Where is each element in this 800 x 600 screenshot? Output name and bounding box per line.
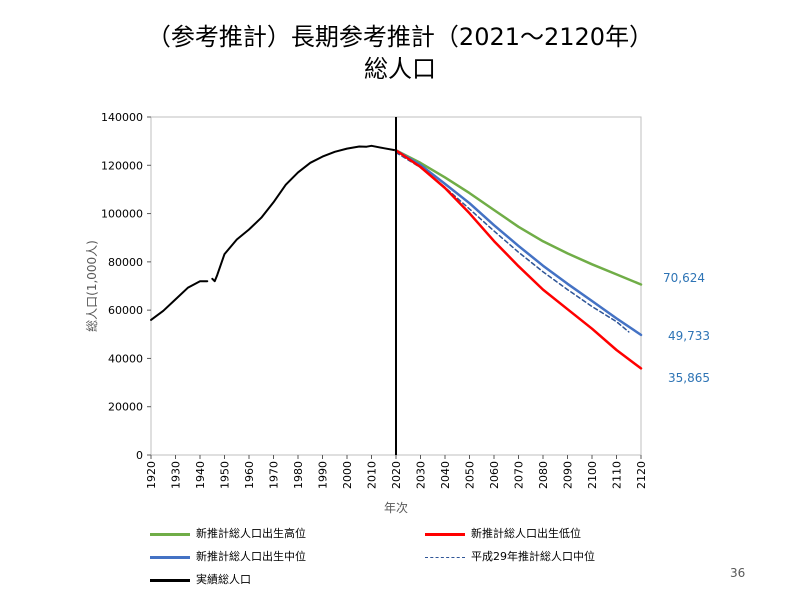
y-tick-label: 40000 [108, 352, 143, 365]
end-label-medium: 49,733 [668, 329, 710, 343]
legend-actual-label: 実績総人口 [196, 573, 251, 586]
legend-high-label: 新推計総人口出生高位 [196, 527, 306, 540]
x-tick-label: 2040 [439, 461, 452, 489]
series-line [150, 280, 209, 321]
x-tick-label: 2000 [341, 461, 354, 489]
legend-h29-label: 平成29年推計総人口中位 [471, 550, 595, 563]
x-tick-label: 1930 [170, 461, 183, 489]
x-tick-label: 1980 [292, 461, 305, 489]
y-tick-label: 0 [136, 449, 143, 462]
x-tick-label: 2060 [488, 461, 501, 489]
x-tick-label: 1940 [194, 461, 207, 489]
legend-actual-swatch [150, 578, 190, 582]
page-number: 36 [730, 566, 746, 580]
x-axis-label: 年次 [384, 501, 408, 515]
y-axis-label: 総人口(1,000人) [85, 240, 99, 332]
x-tick-label: 1960 [243, 461, 256, 489]
x-tick-label: 2110 [611, 461, 624, 489]
x-tick-label: 1950 [219, 461, 232, 489]
legend-actual: 実績総人口 [150, 573, 251, 587]
page-subtitle: 総人口 [364, 55, 436, 83]
x-tick-label: 2080 [537, 461, 550, 489]
legend-high: 新推計総人口出生高位 [150, 527, 306, 541]
legend-low: 新推計総人口出生低位 [425, 527, 581, 541]
y-tick-label: 140000 [101, 111, 143, 124]
legend-medium-label: 新推計総人口出生中位 [196, 550, 306, 563]
end-label-low: 35,865 [668, 371, 710, 385]
legend-medium-swatch [150, 555, 190, 559]
x-tick-label: 2120 [635, 461, 648, 489]
x-tick-label: 2030 [415, 461, 428, 489]
y-tick-label: 60000 [108, 304, 143, 317]
x-tick-label: 2050 [464, 461, 477, 489]
x-tick-label: 2090 [562, 461, 575, 489]
y-tick-label: 20000 [108, 401, 143, 414]
series-line [394, 149, 643, 370]
page-title: （参考推計）長期参考推計（2021～2120年） [146, 23, 654, 51]
legend-high-swatch [150, 532, 190, 536]
legend-h29: 平成29年推計総人口中位 [425, 550, 595, 564]
legend-low-swatch [425, 532, 465, 536]
x-tick-label: 1990 [317, 461, 330, 489]
legend-h29-swatch [425, 556, 465, 558]
legend-medium: 新推計総人口出生中位 [150, 550, 306, 564]
x-tick-label: 1970 [268, 461, 281, 489]
x-tick-label: 1920 [145, 461, 158, 489]
y-tick-label: 120000 [101, 159, 143, 172]
end-label-high: 70,624 [663, 271, 705, 285]
x-tick-label: 2100 [586, 461, 599, 489]
x-tick-label: 2010 [366, 461, 379, 489]
series-line [394, 149, 643, 337]
y-tick-label: 100000 [101, 208, 143, 221]
legend-low-label: 新推計総人口出生低位 [471, 527, 581, 540]
series-line [211, 144, 397, 283]
x-tick-label: 2020 [390, 461, 403, 489]
y-tick-label: 80000 [108, 256, 143, 269]
series-line [394, 149, 643, 286]
x-tick-label: 2070 [513, 461, 526, 489]
